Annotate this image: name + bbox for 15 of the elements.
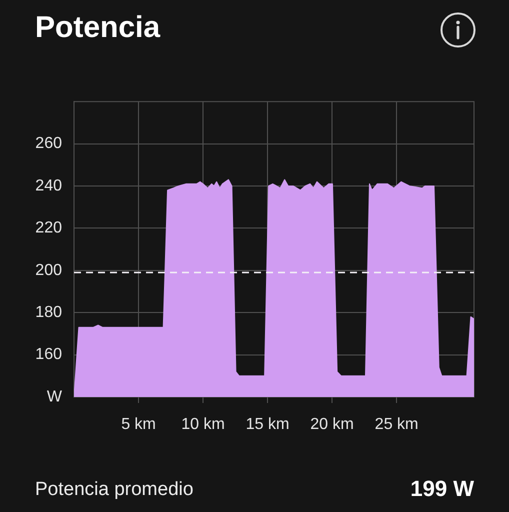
y-tick-label: 160 bbox=[35, 346, 62, 364]
y-tick-label: 180 bbox=[35, 304, 62, 322]
x-tick-label: 15 km bbox=[246, 416, 290, 434]
y-tick-label: 220 bbox=[35, 220, 62, 237]
y-tick-label: 200 bbox=[35, 262, 62, 279]
x-tick-label: 25 km bbox=[374, 416, 418, 434]
text: 199 W bbox=[410, 476, 474, 502]
y-tick-label: 240 bbox=[35, 177, 62, 194]
chart-title: Potencia bbox=[35, 10, 160, 46]
x-tick-label: 5 km bbox=[121, 416, 156, 434]
x-tick-label: 20 km bbox=[310, 416, 354, 434]
y-tick-label: 260 bbox=[35, 135, 62, 152]
y-tick-label: W bbox=[46, 388, 63, 406]
x-tick-label: 10 km bbox=[181, 416, 225, 434]
text: Potencia promedio bbox=[35, 478, 194, 502]
